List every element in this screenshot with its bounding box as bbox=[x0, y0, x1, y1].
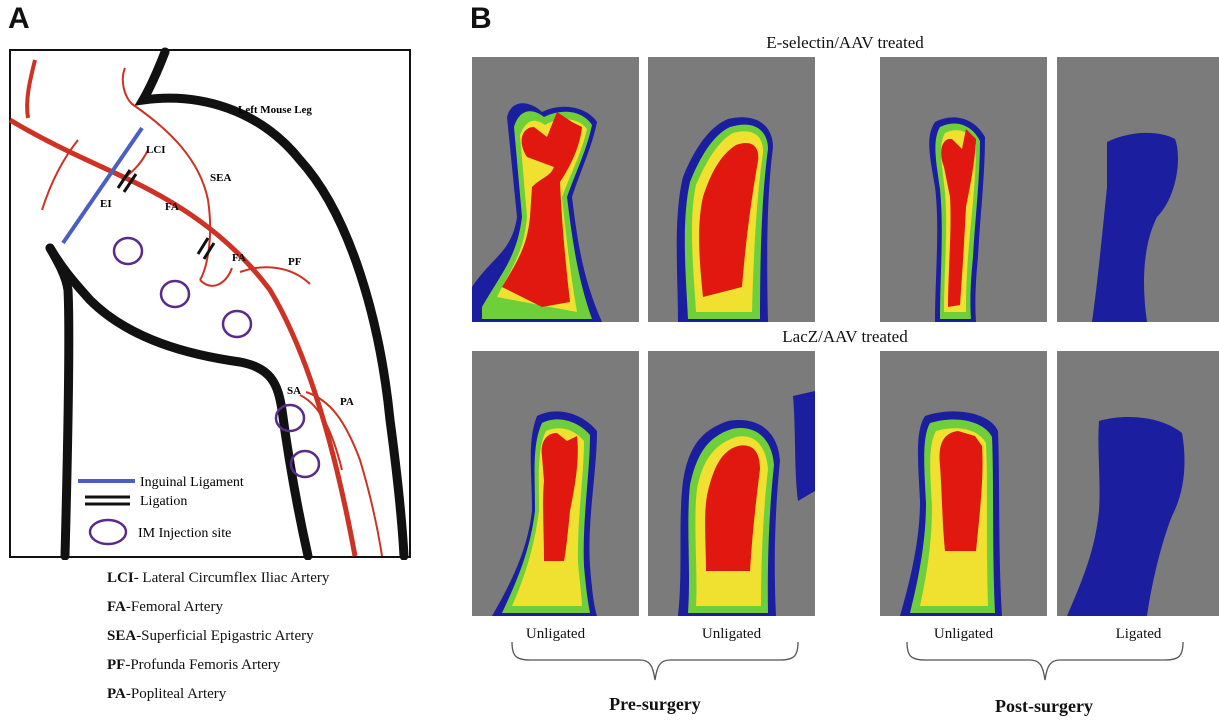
perfusion-scan-eselectin-pre-1 bbox=[472, 57, 639, 322]
injection-site bbox=[112, 236, 144, 266]
scan-limb-low bbox=[1067, 417, 1185, 616]
eselectin-title: E-selectin/AAV treated bbox=[766, 33, 924, 52]
abbr-pa: PA-Popliteal Artery bbox=[107, 686, 227, 702]
abbr-sea: SEA-Superficial Epigastric Artery bbox=[107, 628, 314, 644]
perfusion-scan-eselectin-pre-2 bbox=[648, 57, 815, 322]
label-fa-2: FA bbox=[232, 252, 246, 264]
label-sea: SEA bbox=[210, 172, 231, 184]
ligation-marker-2 bbox=[196, 237, 216, 260]
abbr-pf: PF-Profunda Femoris Artery bbox=[107, 657, 281, 673]
femoral-artery-inner bbox=[25, 59, 37, 119]
leg-outline-upper bbox=[134, 47, 409, 560]
label-sa: SA bbox=[287, 385, 301, 397]
inguinal-ligament bbox=[61, 126, 144, 245]
sa-artery bbox=[299, 394, 343, 471]
leg-outline-left bbox=[45, 243, 74, 560]
col-label-2: Unligated bbox=[701, 626, 762, 642]
panel-a-letter: A bbox=[8, 2, 30, 35]
legend-ligation-label: Ligation bbox=[140, 494, 187, 509]
post-surgery-brace bbox=[906, 641, 1184, 681]
injection-site bbox=[159, 279, 191, 309]
lacz-title: LacZ/AAV treated bbox=[782, 327, 908, 346]
sea-artery-loop bbox=[199, 267, 233, 287]
pf-artery bbox=[239, 266, 311, 285]
label-pf: PF bbox=[288, 256, 302, 268]
legend-injection-swatch bbox=[88, 518, 128, 546]
label-ei: EI bbox=[100, 198, 112, 210]
external-iliac-branch bbox=[41, 139, 79, 211]
perfusion-scan-lacz-post-1 bbox=[880, 351, 1047, 616]
injection-site bbox=[274, 403, 306, 433]
legend-injection-label: IM Injection site bbox=[138, 526, 231, 541]
injection-site bbox=[289, 449, 321, 479]
abbr-lci: LCI- Lateral Circumflex Iliac Artery bbox=[107, 570, 330, 586]
leg-outline-lower bbox=[45, 243, 313, 560]
perfusion-scan-eselectin-post-1 bbox=[880, 57, 1047, 322]
injection-site bbox=[221, 309, 253, 339]
label-pa: PA bbox=[340, 396, 354, 408]
perfusion-scan-lacz-pre-1 bbox=[472, 351, 639, 616]
legend-inguinal-label: Inguinal Ligament bbox=[140, 475, 244, 490]
femoral-artery bbox=[8, 117, 358, 557]
leg-vasculature-diagram: Left Mouse Leg LCI EI FA SEA FA PF SA PA… bbox=[8, 47, 411, 560]
label-lci: LCI bbox=[146, 144, 166, 156]
label-fa-1: FA bbox=[165, 201, 179, 213]
perfusion-scan-lacz-pre-2 bbox=[648, 351, 815, 616]
abbr-fa: FA-Femoral Artery bbox=[107, 599, 223, 615]
col-label-4: Ligated bbox=[1115, 626, 1162, 642]
col-label-3: Unligated bbox=[933, 626, 994, 642]
injection-sites bbox=[112, 236, 321, 479]
col-label-1: Unligated bbox=[525, 626, 586, 642]
ligation-marker-1 bbox=[116, 169, 138, 193]
panel-b-letter: B bbox=[470, 2, 492, 35]
pre-surgery-label: Pre-surgery bbox=[609, 694, 701, 714]
post-surgery-label: Post-surgery bbox=[995, 696, 1093, 716]
perfusion-scan-lacz-post-2 bbox=[1057, 351, 1219, 616]
perfusion-scan-eselectin-post-2 bbox=[1057, 57, 1219, 322]
pa-artery bbox=[305, 391, 383, 557]
pre-surgery-brace bbox=[511, 641, 799, 681]
scan-limb-low bbox=[1092, 132, 1178, 322]
leg-label: Left Mouse Leg bbox=[238, 104, 312, 116]
diagram-frame bbox=[9, 49, 411, 558]
